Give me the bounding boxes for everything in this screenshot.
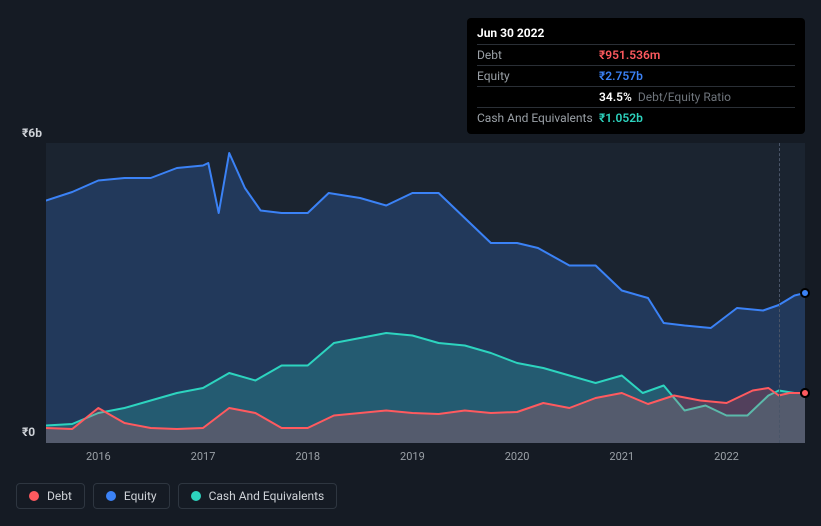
chart-legend: Debt Equity Cash And Equivalents xyxy=(16,483,337,509)
tooltip-row-value: 34.5% xyxy=(599,90,632,104)
x-tick: 2020 xyxy=(505,450,530,463)
chart-plot-area[interactable] xyxy=(46,143,805,443)
x-tick: 2021 xyxy=(609,450,634,463)
tooltip-row-label: Debt xyxy=(477,48,599,62)
legend-item-label: Equity xyxy=(124,489,157,503)
x-tick: 2018 xyxy=(295,450,320,463)
legend-item-label: Debt xyxy=(47,489,72,503)
series-endpoint-debt xyxy=(800,388,810,398)
chart-svg xyxy=(46,143,805,443)
legend-item[interactable]: Cash And Equivalents xyxy=(178,483,338,509)
x-tick: 2017 xyxy=(191,450,216,463)
x-tick: 2019 xyxy=(400,450,425,463)
tooltip-row-label: Equity xyxy=(477,69,599,83)
tooltip-row-value: ₹1.052b xyxy=(599,111,643,125)
tooltip-date: Jun 30 2022 xyxy=(477,22,795,44)
tooltip-row-value: ₹951.536m xyxy=(599,48,660,62)
tooltip-row-value: ₹2.757b xyxy=(599,69,643,83)
tooltip-row: Debt₹951.536m xyxy=(477,44,795,65)
legend-item[interactable]: Debt xyxy=(16,483,85,509)
x-tick: 2022 xyxy=(714,450,739,463)
tooltip-row: Cash And Equivalents₹1.052b xyxy=(477,107,795,128)
tooltip-row: 34.5% Debt/Equity Ratio xyxy=(477,86,795,107)
legend-dot-icon xyxy=(106,491,116,501)
chart-tooltip: Jun 30 2022 Debt₹951.536mEquity₹2.757b34… xyxy=(467,18,805,134)
chart-root: Jun 30 2022 Debt₹951.536mEquity₹2.757b34… xyxy=(0,0,821,526)
tooltip-row-sublabel: Debt/Equity Ratio xyxy=(638,90,731,104)
y-tick-min: ₹0 xyxy=(22,425,35,439)
legend-dot-icon xyxy=(191,491,201,501)
series-endpoint-equity xyxy=(800,288,810,298)
legend-item[interactable]: Equity xyxy=(93,483,170,509)
x-axis: 2016 2017 2018 2019 2020 2021 2022 xyxy=(46,450,805,470)
x-tick: 2016 xyxy=(86,450,111,463)
tooltip-row: Equity₹2.757b xyxy=(477,65,795,86)
legend-dot-icon xyxy=(29,491,39,501)
chart-guide-line xyxy=(779,143,780,443)
legend-item-label: Cash And Equivalents xyxy=(209,489,325,503)
tooltip-row-label xyxy=(477,90,599,104)
tooltip-row-label: Cash And Equivalents xyxy=(477,111,599,125)
y-tick-max: ₹6b xyxy=(22,126,42,140)
